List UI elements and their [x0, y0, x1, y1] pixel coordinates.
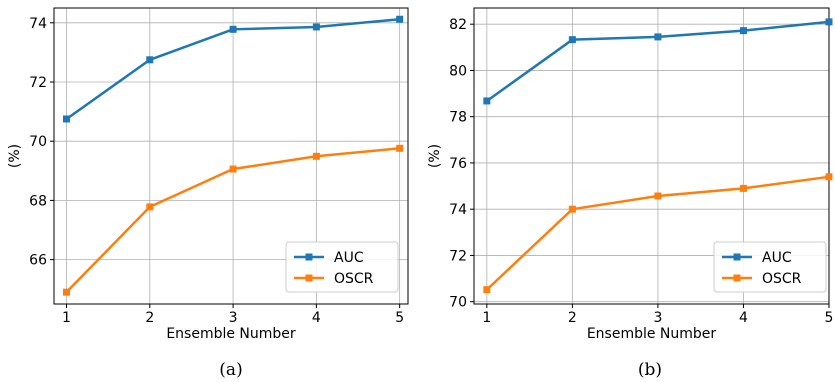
series-auc [62, 15, 404, 123]
data-point [396, 144, 404, 152]
legend-label: AUC [762, 250, 792, 266]
x-tick-label: 5 [825, 310, 834, 326]
data-point [825, 173, 833, 181]
y-tick-label: 74 [449, 202, 467, 218]
data-point [654, 192, 662, 200]
series-oscr [483, 173, 833, 294]
x-tick-label: 1 [62, 310, 71, 326]
y-tick-label: 72 [29, 75, 47, 91]
data-point [229, 25, 237, 33]
y-axis-label: (%) [427, 144, 443, 168]
plot-frame [53, 7, 409, 305]
caption: (a) [219, 360, 242, 380]
series-oscr [62, 144, 404, 296]
legend: AUC OSCR [285, 241, 399, 293]
y-tick-label: 66 [29, 253, 47, 269]
chart-2: 1 2 3 4 5 70 72 74 76 78 80 82 Ensemble Number (%) AUC… [427, 7, 834, 380]
legend-marker [733, 274, 741, 282]
y-tick-label: 74 [29, 16, 47, 32]
x-axis-label: Ensemble Number [166, 326, 296, 342]
data-point [146, 203, 154, 211]
x-tick-label: 1 [482, 310, 491, 326]
data-point [396, 15, 404, 23]
x-tick-label: 2 [145, 310, 154, 326]
series-auc [483, 18, 833, 105]
data-point [568, 36, 576, 44]
x-tick-label: 4 [312, 310, 321, 326]
y-tick-label: 76 [449, 156, 467, 172]
data-point [825, 18, 833, 26]
y-tick-label: 68 [29, 193, 47, 209]
data-point [62, 115, 70, 123]
data-point [483, 97, 491, 105]
chart-1: 1 2 3 4 5 66 68 70 72 74 Ensemble Number (%) AUC OSCR… [7, 7, 409, 380]
legend-marker [733, 253, 741, 261]
y-tick-label: 70 [449, 295, 467, 311]
plot-frame [473, 7, 830, 305]
y-tick-label: 72 [449, 248, 467, 264]
x-tick-label: 3 [229, 310, 238, 326]
legend-box [713, 241, 827, 293]
y-tick-label: 82 [449, 17, 467, 33]
y-axis-label: (%) [7, 144, 23, 168]
legend-box [285, 241, 399, 293]
data-point [739, 27, 747, 35]
legend-label: OSCR [334, 271, 374, 287]
legend: AUC OSCR [713, 241, 827, 293]
y-tick-label: 70 [29, 134, 47, 150]
legend-label: AUC [334, 250, 364, 266]
x-tick-label: 5 [395, 310, 404, 326]
x-axis-label: Ensemble Number [587, 326, 717, 342]
data-point [62, 288, 70, 296]
caption: (b) [638, 360, 662, 380]
legend-label: OSCR [762, 271, 802, 287]
data-point [568, 205, 576, 213]
data-point [312, 152, 320, 160]
data-point [312, 23, 320, 31]
data-point [483, 286, 491, 294]
data-point [146, 56, 154, 64]
x-tick-label: 4 [739, 310, 748, 326]
legend-marker [305, 253, 313, 261]
legend-marker [305, 274, 313, 282]
data-point [654, 33, 662, 41]
data-point [229, 165, 237, 173]
y-tick-label: 78 [449, 110, 467, 126]
y-tick-label: 80 [449, 63, 467, 79]
data-point [739, 184, 747, 192]
x-tick-label: 3 [653, 310, 662, 326]
x-tick-label: 2 [568, 310, 577, 326]
